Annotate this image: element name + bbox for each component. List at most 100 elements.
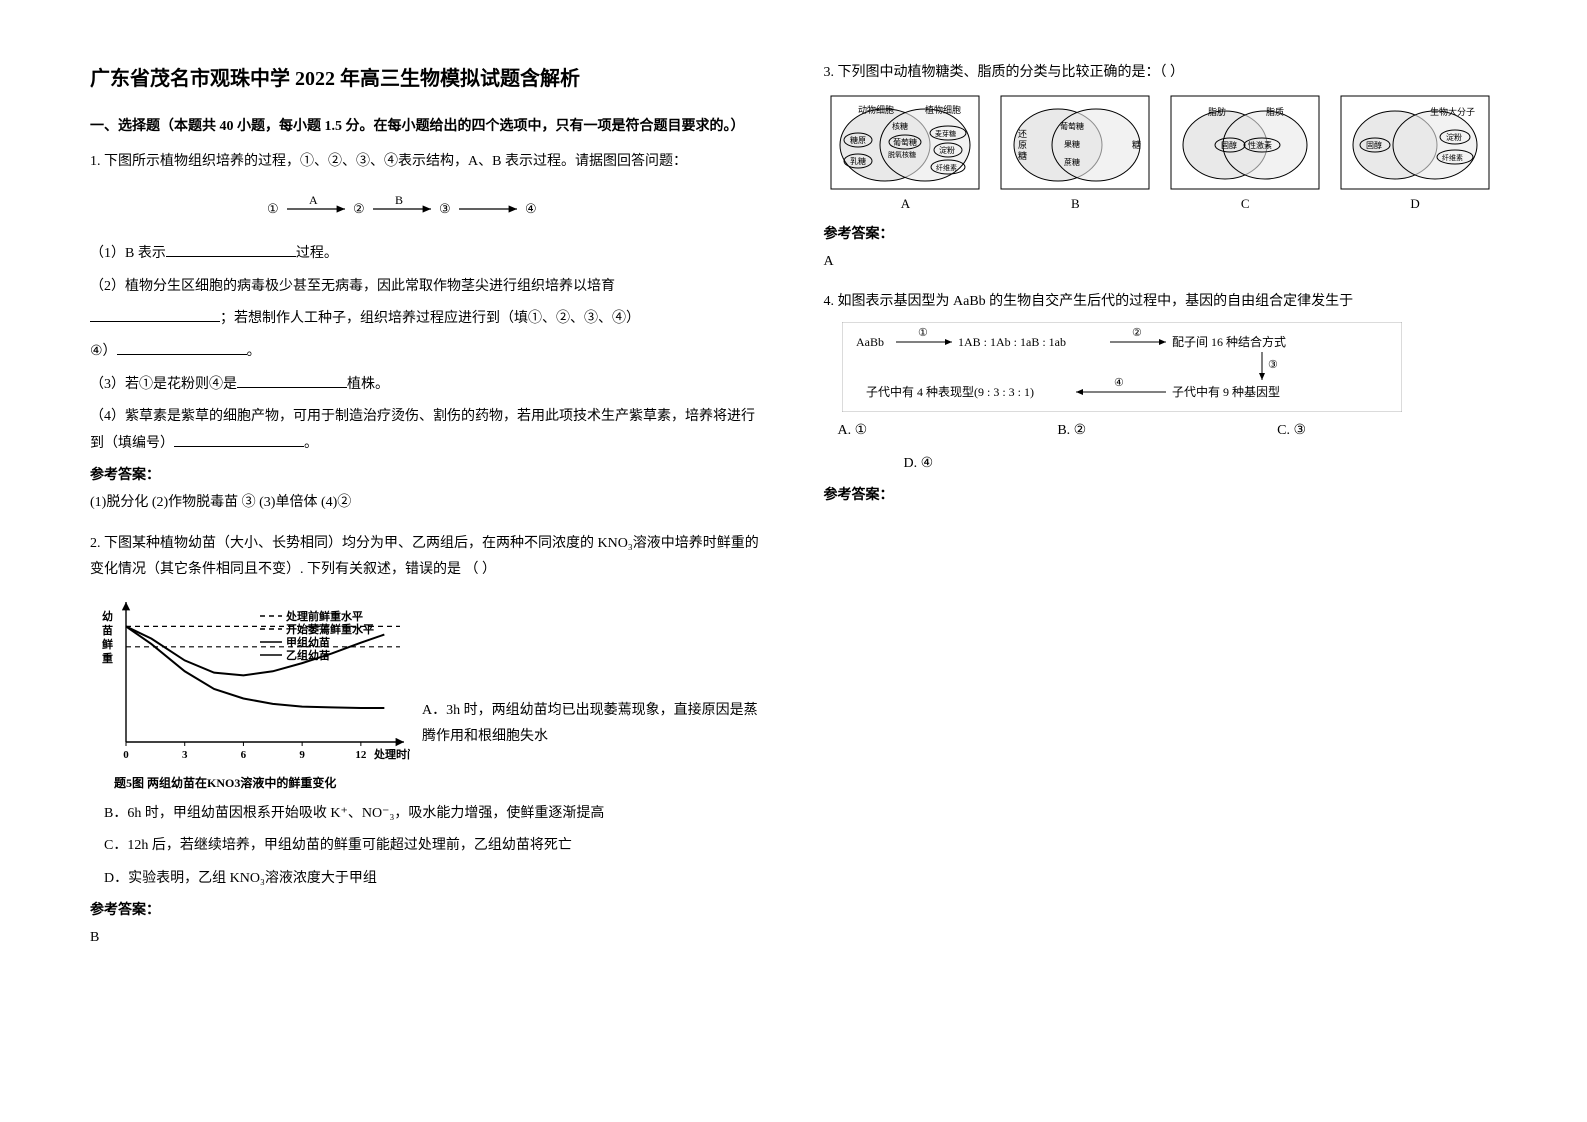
answer-label: 参考答案：	[90, 898, 764, 925]
question-2: 036912处理时间/h幼苗鲜重处理前鲜重水平开始萎蔫鲜重水平甲组幼苗乙组幼苗 …	[90, 598, 764, 952]
q1-p4: （4）紫草素是紫草的细胞产物，可用于制造治疗烫伤、割伤的药物，若用此项技术生产紫…	[90, 404, 764, 457]
q4-optD: D. ④	[824, 451, 1498, 478]
q1-answer: (1)脱分化 (2)作物脱毒苗 ③ (3)单倍体 (4)②	[90, 490, 764, 517]
svg-text:开始萎蔫鲜重水平: 开始萎蔫鲜重水平	[286, 622, 374, 636]
flow-node-2: ②	[353, 201, 365, 216]
svg-text:还: 还	[1018, 128, 1027, 139]
blank	[174, 433, 304, 447]
venn-label-a: A	[824, 192, 988, 217]
svg-text:动物细胞: 动物细胞	[858, 104, 894, 115]
q3-answer: A	[824, 249, 1498, 276]
q1-p2: （2）植物分生区细胞的病毒极少甚至无病毒，因此常取作物茎尖进行组织培养以培育	[90, 274, 764, 301]
q4-options: A. ① B. ② C. ③	[824, 418, 1498, 445]
blank	[90, 308, 220, 322]
svg-text:①: ①	[918, 327, 928, 339]
svg-text:性激素: 性激素	[1248, 140, 1272, 150]
venn-label-c: C	[1163, 192, 1327, 217]
section-header: 一、选择题（本题共 40 小题，每小题 1.5 分。在每小题给出的四个选项中，只…	[90, 114, 764, 141]
answer-label: 参考答案：	[824, 483, 1498, 510]
q2-optA-inline: A．3h 时，两组幼苗均已出现萎蔫现象，直接原因是蒸腾作用和根细胞失水	[422, 703, 758, 745]
venn-label-b: B	[993, 192, 1157, 217]
svg-text:纤维素: 纤维素	[936, 163, 957, 172]
svg-text:麦芽糖: 麦芽糖	[935, 129, 956, 138]
svg-text:脂肪: 脂肪	[1208, 106, 1226, 117]
blank	[166, 243, 296, 257]
q2-optC: C．12h 后，若继续培养，甲组幼苗的鲜重可能超过处理前，乙组幼苗将死亡	[90, 833, 764, 860]
q2-intro: 2. 下图某种植物幼苗（大小、长势相同）均分为甲、乙两组后，在两种不同浓度的 K…	[90, 531, 764, 584]
svg-text:甲组幼苗: 甲组幼苗	[286, 635, 330, 649]
svg-text:苗: 苗	[102, 623, 113, 637]
q2-chart: 036912处理时间/h幼苗鲜重处理前鲜重水平开始萎蔫鲜重水平甲组幼苗乙组幼苗 …	[90, 598, 410, 795]
q1-p1: （1）B 表示过程。	[90, 241, 764, 268]
q1-p2b: ；若想制作人工种子，组织培养过程应进行到（填①、②、③、④）	[90, 306, 764, 333]
svg-text:③: ③	[1268, 359, 1278, 371]
svg-text:果糖: 果糖	[1064, 139, 1080, 149]
q1-flow-diagram: ① A ② B ③ ④	[90, 193, 764, 223]
svg-text:处理前鲜重水平: 处理前鲜重水平	[285, 609, 363, 623]
flow-node-1: ①	[267, 201, 279, 216]
page-title: 广东省茂名市观珠中学 2022 年高三生物模拟试题含解析	[90, 60, 764, 98]
answer-label: 参考答案：	[824, 222, 1498, 249]
svg-text:葡萄糖: 葡萄糖	[1060, 121, 1084, 131]
svg-text:6: 6	[241, 749, 247, 761]
svg-text:糖原: 糖原	[850, 135, 866, 145]
q4-n2: 1AB : 1Ab : 1aB : 1ab	[958, 335, 1066, 349]
svg-text:葡萄糖: 葡萄糖	[893, 137, 917, 147]
q4-optB: B. ②	[1057, 418, 1277, 445]
answer-label: 参考答案：	[90, 463, 764, 490]
svg-text:糖: 糖	[1132, 139, 1141, 150]
svg-text:纤维素: 纤维素	[1442, 153, 1463, 162]
q4-n3: 配子间 16 种结合方式	[1172, 334, 1286, 349]
q2-optB: B．6h 时，甲组幼苗因根系开始吸收 K⁺、NO⁻₃，吸水能力增强，使鲜重逐渐提…	[90, 801, 764, 828]
q4-flow: AaBb ① 1AB : 1Ab : 1aB : 1ab ② 配子间 16 种结…	[842, 322, 1402, 412]
venn-a: 动物细胞 植物细胞 糖原 乳糖 核糖 葡萄糖 脱氧核糖 麦芽糖 淀粉 纤维素	[830, 95, 980, 190]
svg-text:原: 原	[1018, 140, 1027, 150]
q2-caption: 题5图 两组幼苗在KNO3溶液中的鲜重变化	[90, 772, 410, 795]
q4-n4: 子代中有 4 种表现型(9 : 3 : 3 : 1)	[866, 384, 1034, 399]
q4-n1: AaBb	[856, 335, 884, 349]
svg-text:3: 3	[182, 749, 188, 761]
q4-intro: 4. 如图表示基因型为 AaBb 的生物自交产生后代的过程中，基因的自由组合定律…	[824, 289, 1498, 316]
svg-text:9: 9	[299, 749, 305, 761]
q4-optA: A. ①	[838, 418, 1058, 445]
venn-d: 生物大分子 固醇 淀粉 纤维素	[1340, 95, 1490, 190]
svg-text:处理时间/h: 处理时间/h	[373, 747, 410, 761]
svg-text:重: 重	[102, 651, 113, 665]
svg-text:固醇: 固醇	[1221, 140, 1237, 150]
svg-text:脱氧核糖: 脱氧核糖	[888, 150, 916, 159]
svg-text:淀粉: 淀粉	[1446, 132, 1462, 142]
svg-text:蔗糖: 蔗糖	[1064, 157, 1080, 167]
svg-text:0: 0	[123, 749, 129, 761]
q2-answer: B	[90, 925, 764, 952]
flow-edge-a: A	[309, 193, 318, 207]
q4-n5: 子代中有 9 种基因型	[1172, 384, 1280, 399]
flow-node-3: ③	[439, 201, 451, 216]
q1-p3: （3）若①是花粉则④是植株。	[90, 372, 764, 399]
svg-text:乳糖: 乳糖	[850, 156, 866, 166]
blank	[237, 374, 347, 388]
venn-b: 还原糖 糖 葡萄糖 果糖 蔗糖	[1000, 95, 1150, 190]
svg-text:核糖: 核糖	[892, 121, 908, 131]
svg-text:生物大分子: 生物大分子	[1430, 106, 1475, 117]
q3-venn-row: 动物细胞 植物细胞 糖原 乳糖 核糖 葡萄糖 脱氧核糖 麦芽糖 淀粉 纤维素 A…	[824, 95, 1498, 217]
svg-text:④: ④	[1114, 377, 1124, 389]
q1-intro: 1. 下图所示植物组织培养的过程，①、②、③、④表示结构，A、B 表示过程。请据…	[90, 149, 764, 176]
svg-text:12: 12	[355, 749, 367, 761]
svg-text:脂质: 脂质	[1266, 106, 1284, 117]
question-4: 4. 如图表示基因型为 AaBb 的生物自交产生后代的过程中，基因的自由组合定律…	[824, 289, 1498, 509]
venn-label-d: D	[1333, 192, 1497, 217]
blank	[117, 341, 247, 355]
flow-edge-b: B	[395, 193, 403, 207]
question-1: 1. 下图所示植物组织培养的过程，①、②、③、④表示结构，A、B 表示过程。请据…	[90, 149, 764, 517]
svg-text:乙组幼苗: 乙组幼苗	[286, 648, 330, 662]
svg-text:固醇: 固醇	[1366, 140, 1382, 150]
svg-text:糖: 糖	[1018, 150, 1027, 161]
svg-text:淀粉: 淀粉	[939, 145, 955, 155]
q2-optD: D．实验表明，乙组 KNO₃溶液浓度大于甲组	[90, 866, 764, 893]
svg-text:②: ②	[1132, 327, 1142, 339]
question-3: 3. 下列图中动植物糖类、脂质的分类与比较正确的是：（ ） 动物细胞 植物细胞 …	[824, 60, 1498, 275]
svg-text:幼: 幼	[102, 609, 113, 623]
svg-text:鲜: 鲜	[102, 637, 113, 651]
venn-c: 脂肪 脂质 固醇 性激素	[1170, 95, 1320, 190]
q4-optC: C. ③	[1277, 418, 1497, 445]
